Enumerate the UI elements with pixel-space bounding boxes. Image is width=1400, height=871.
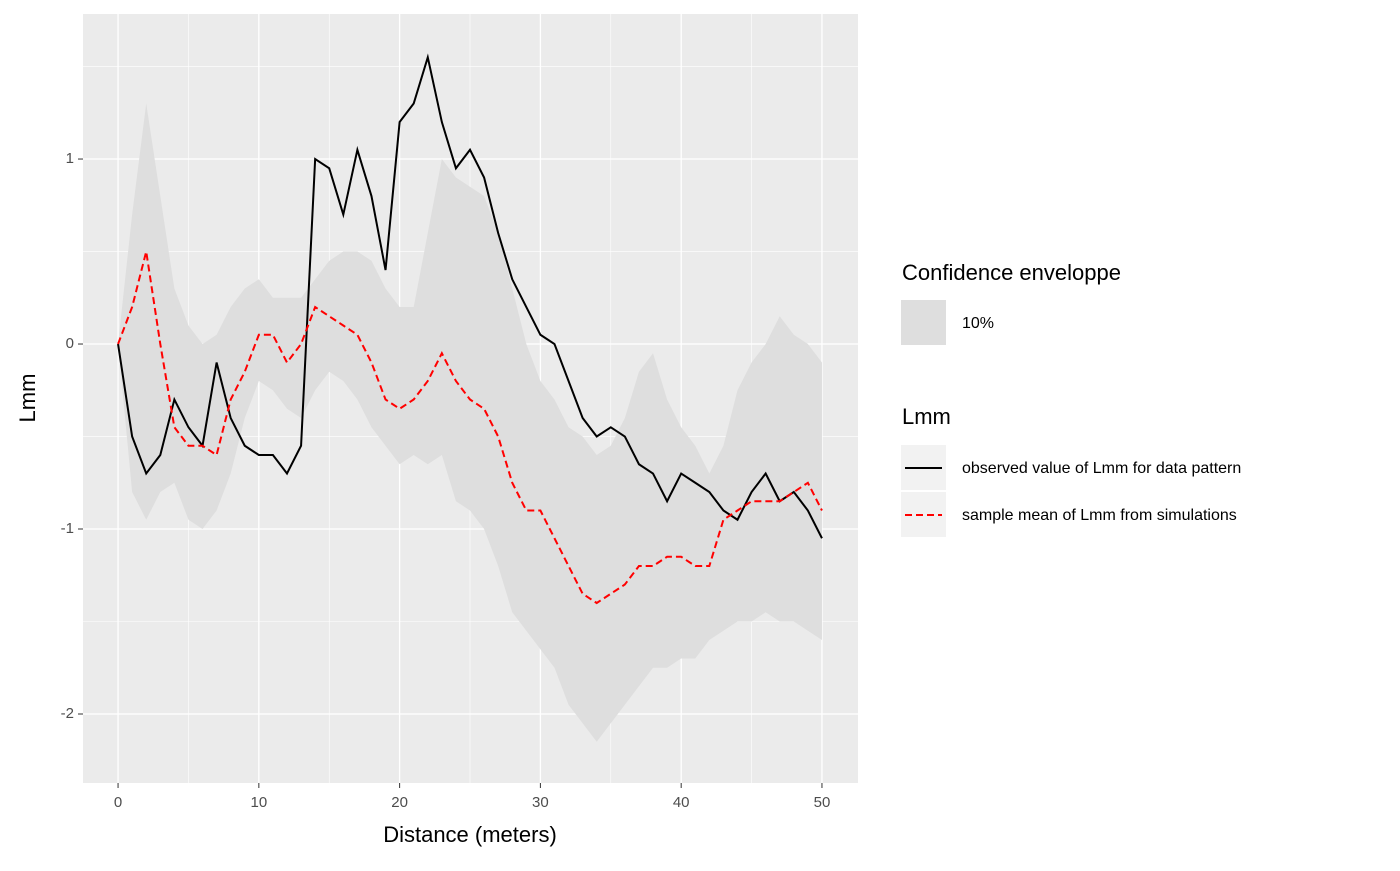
- x-tick-label: 50: [814, 794, 831, 811]
- legend-title: Confidence enveloppe: [902, 260, 1121, 285]
- series-line: [117, 251, 823, 605]
- legend: Confidence enveloppe 10% Lmm observed value…: [901, 260, 1241, 537]
- y-tick-label: -1: [61, 520, 74, 537]
- legend-label: observed value of Lmm for data pattern: [962, 460, 1241, 477]
- x-tick-label: 30: [532, 794, 549, 811]
- plot-area: [117, 53, 823, 742]
- x-tick-label: 40: [673, 794, 690, 811]
- x-tick-label: 20: [391, 794, 408, 811]
- series-line: [117, 53, 823, 539]
- y-tick-label: 0: [66, 335, 74, 352]
- y-tick-label: 1: [66, 150, 74, 167]
- confidence-band: [118, 103, 822, 742]
- legend-label: sample mean of Lmm from simulations: [962, 507, 1237, 524]
- legend-key: [901, 300, 946, 345]
- legend-label: 10%: [962, 315, 994, 332]
- axes: 0 10 20 30 40 50 -2 -1 0 1: [61, 150, 831, 811]
- x-axis-title: Distance (meters): [383, 822, 557, 847]
- legend-title: Lmm: [902, 404, 951, 429]
- y-tick-label: -2: [61, 705, 74, 722]
- y-axis-title: Lmm: [15, 374, 40, 423]
- x-tick-label: 10: [250, 794, 267, 811]
- x-tick-label: 0: [114, 794, 122, 811]
